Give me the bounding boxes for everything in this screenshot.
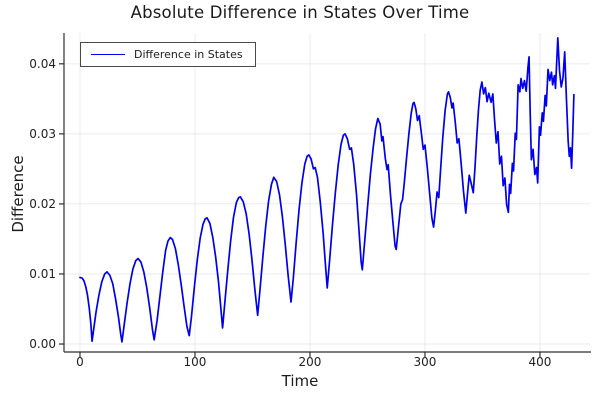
x-tick-label: 300 — [414, 355, 437, 369]
legend: Difference in States — [80, 42, 256, 67]
legend-label: Difference in States — [134, 48, 243, 61]
y-tick-label: 0.04 — [29, 57, 56, 71]
gridlines — [64, 33, 590, 352]
y-axis-label: Difference — [9, 155, 27, 233]
y-tick-label: 0.01 — [29, 267, 56, 281]
chart-title: Absolute Difference in States Over Time — [130, 3, 470, 22]
x-tick-label: 100 — [184, 355, 207, 369]
legend-line-sample-icon — [91, 54, 125, 55]
y-tick-label: 0.00 — [29, 337, 56, 351]
y-tick-label: 0.02 — [29, 197, 56, 211]
tick-marks — [59, 63, 541, 357]
tick-labels: 0 100 200 300 400 0.00 0.01 0.02 0.03 0.04 — [29, 57, 551, 369]
x-axis-label: Time — [281, 372, 319, 390]
axes-spines — [63, 33, 591, 353]
series-line-difference-in-states — [79, 37, 575, 343]
y-tick-label: 0.03 — [29, 127, 56, 141]
series-layer — [79, 37, 575, 343]
x-tick-label: 0 — [76, 355, 84, 369]
x-tick-label: 400 — [529, 355, 552, 369]
x-tick-label: 200 — [299, 355, 322, 369]
